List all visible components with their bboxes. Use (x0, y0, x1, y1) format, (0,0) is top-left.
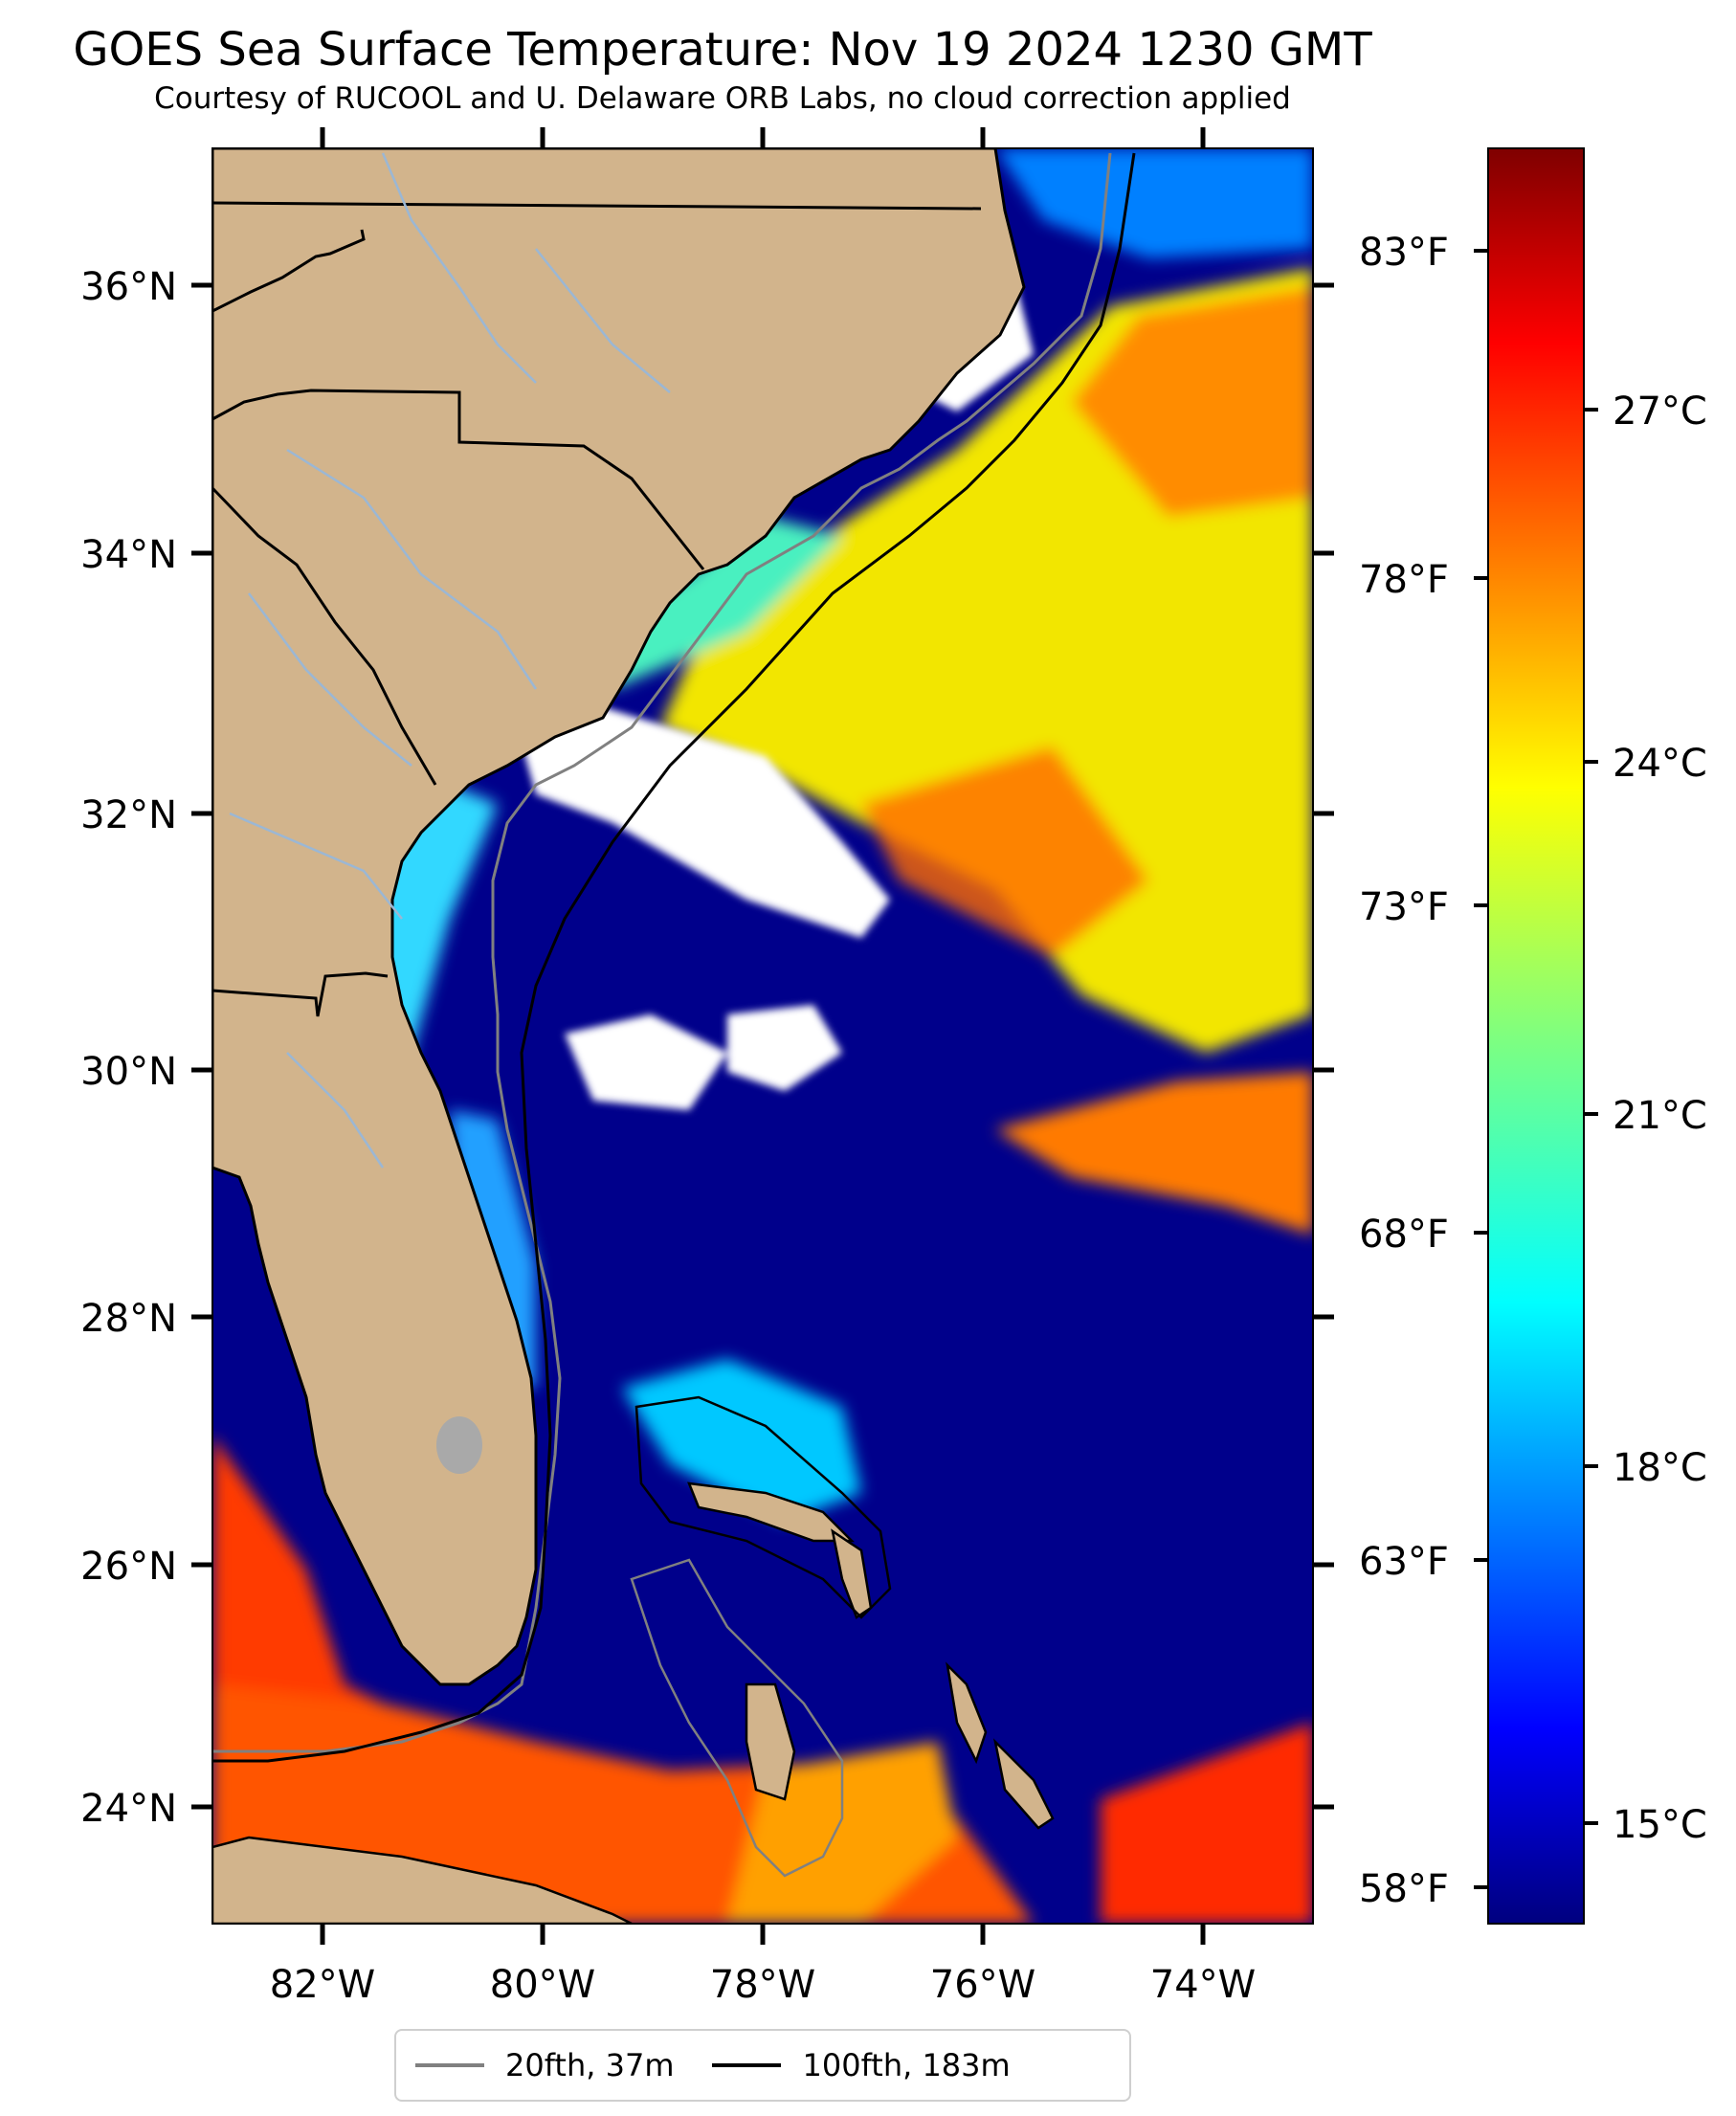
legend-label-20fth: 20fth, 37m (505, 2047, 675, 2083)
island-abaco (831, 1528, 873, 1619)
fahrenheit-ticks (1474, 249, 1488, 1889)
c-label-15: 15°C (1613, 1803, 1707, 1847)
sst-warm-streaks (861, 746, 1148, 957)
lake-okeechobee (436, 1416, 482, 1474)
cloud-center-east (727, 1005, 842, 1091)
lon-ticks (320, 127, 1206, 1945)
contour-bahamas-outer (634, 1395, 892, 1619)
lon-label-74: 74°W (1150, 1963, 1256, 2007)
island-grand-bahama (687, 1481, 856, 1543)
lon-labels: 82°W 80°W 78°W 76°W 74°W (270, 1963, 1256, 2007)
lon-label-76: 76°W (930, 1963, 1035, 2007)
island-andros (745, 1682, 796, 1801)
legend-line-gray (415, 2063, 484, 2067)
celsius-labels: 27°C 24°C 21°C 18°C 15°C (1613, 390, 1707, 1847)
lat-labels: 36°N 34°N 32°N 30°N 28°N 26°N 24°N (80, 265, 177, 1831)
sst-north-cold (995, 148, 1313, 258)
state-borders (212, 201, 982, 1017)
cloud-charleston (517, 699, 890, 938)
f-label-78: 78°F (1359, 558, 1449, 602)
f-label-63: 63°F (1359, 1540, 1449, 1584)
c-label-21: 21°C (1613, 1094, 1707, 1138)
c-label-24: 24°C (1613, 742, 1707, 786)
lon-label-78: 78°W (710, 1963, 815, 2007)
sst-field (212, 148, 1313, 1924)
fahrenheit-labels: 83°F 78°F 73°F 68°F 63°F 58°F (1359, 231, 1449, 1911)
lat-label-32: 32°N (80, 793, 177, 837)
lon-label-82: 82°W (270, 1963, 375, 2007)
island-eleuthera (946, 1661, 988, 1765)
f-label-58: 58°F (1359, 1867, 1449, 1911)
lat-label-34: 34°N (80, 533, 177, 577)
sst-se-corner (1101, 1723, 1313, 1924)
f-label-83: 83°F (1359, 231, 1449, 275)
rivers (229, 152, 671, 1169)
sst-nearshore-carolinas (593, 517, 842, 689)
lat-label-28: 28°N (80, 1297, 177, 1341)
land-mainland (212, 148, 1026, 1686)
map-title: GOES Sea Surface Temperature: Nov 19 202… (73, 23, 1372, 77)
island-exuma (992, 1738, 1055, 1830)
lat-ticks (191, 282, 1334, 1810)
lat-label-24: 24°N (80, 1787, 177, 1831)
lon-label-80: 80°W (490, 1963, 595, 2007)
c-label-18: 18°C (1613, 1446, 1707, 1490)
island-cuba (212, 1836, 633, 1924)
cloud-center (565, 1014, 727, 1110)
legend-line-black (712, 2063, 782, 2067)
map-area (212, 148, 1313, 1924)
c-label-27: 27°C (1613, 390, 1707, 434)
lat-label-30: 30°N (80, 1050, 177, 1094)
contour-bahamas-south (630, 1558, 844, 1878)
sst-warm-southeast (995, 1072, 1313, 1235)
lat-label-36: 36°N (80, 265, 177, 309)
contour-legend: 20fth, 37m 100fth, 183m (394, 2029, 1131, 2102)
legend-item-100fth: 100fth, 183m (712, 2047, 1011, 2083)
sst-warm-band-north (1072, 287, 1313, 517)
bahamas-islands (212, 1481, 1055, 1924)
celsius-ticks (1584, 408, 1598, 1825)
contour-100fth (212, 152, 1136, 1763)
lat-label-26: 26°N (80, 1545, 177, 1589)
colorbar (1487, 147, 1585, 1925)
f-label-68: 68°F (1359, 1213, 1449, 1257)
legend-label-100fth: 100fth, 183m (802, 2047, 1011, 2083)
legend-item-20fth: 20fth, 37m (415, 2047, 674, 2083)
f-label-73: 73°F (1359, 885, 1449, 929)
map-subtitle: Courtesy of RUCOOL and U. Delaware ORB L… (154, 81, 1291, 116)
